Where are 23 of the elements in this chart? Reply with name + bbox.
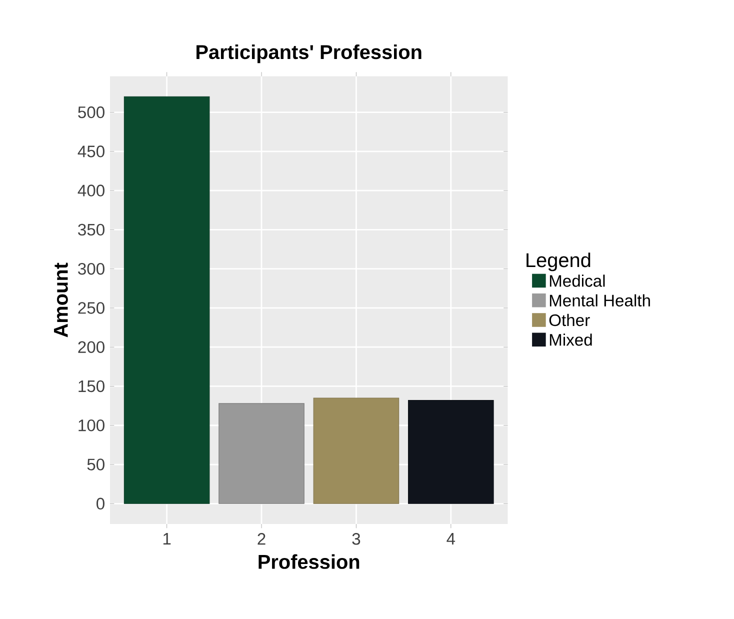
y-tick-label: 500 — [78, 106, 104, 118]
y-tick-label: 50 — [87, 458, 104, 470]
x-tick-label: 4 — [446, 533, 456, 544]
y-tick-label: 0 — [96, 498, 104, 510]
x-axis-title: Profession — [258, 554, 360, 569]
y-axis-title: Amount — [54, 262, 68, 338]
x-tick-label: 3 — [352, 533, 360, 545]
legend-label: Mental Health — [550, 294, 650, 306]
x-tick-label: 1 — [163, 533, 171, 544]
y-tick-label: 400 — [78, 184, 104, 196]
y-tick-label: 200 — [78, 341, 104, 353]
y-tick-label: 300 — [78, 262, 104, 275]
chart-title: Participants' Profession — [196, 44, 422, 64]
legend-title: Legend — [526, 252, 590, 272]
legend-label: Mixed — [550, 334, 592, 346]
y-tick-label: 450 — [78, 146, 104, 158]
legend-label: Other — [549, 314, 590, 326]
legend-label: Medical — [550, 274, 605, 287]
y-tick-label: 350 — [78, 224, 104, 236]
y-tick-label: 100 — [78, 420, 104, 432]
y-tick-label: 250 — [78, 302, 104, 314]
x-tick-label: 2 — [258, 533, 266, 545]
y-tick-label: 150 — [78, 380, 104, 392]
